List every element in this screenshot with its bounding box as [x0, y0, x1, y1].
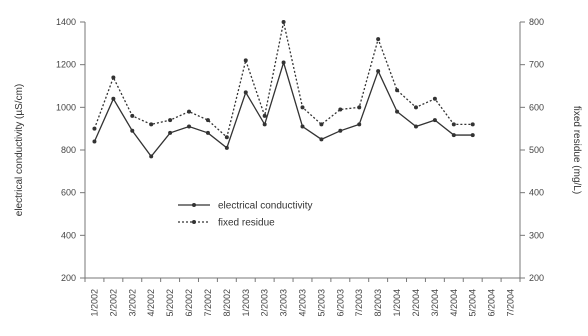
data-point-electrical-conductivity: [243, 90, 248, 95]
x-tick-label: 4/2004: [449, 289, 459, 317]
data-point-fixed-residue: [130, 113, 135, 118]
series-line-fixed-residue: [93, 21, 473, 139]
data-point-fixed-residue: [224, 135, 229, 140]
data-point-electrical-conductivity: [451, 133, 456, 138]
x-tick-label: 4/2003: [298, 289, 308, 317]
y-axis-title-left: electrical conductivity (µS/cm): [14, 84, 25, 216]
y-tick-label-left: 800: [61, 145, 76, 155]
data-point-electrical-conductivity: [168, 130, 173, 135]
data-point-electrical-conductivity: [357, 122, 362, 127]
data-point-fixed-residue: [187, 109, 192, 114]
data-point-fixed-residue: [338, 107, 343, 112]
y-tick-label-left: 1200: [56, 60, 76, 70]
x-tick-label: 2/2004: [411, 289, 421, 317]
data-point-electrical-conductivity: [205, 130, 210, 135]
data-point-fixed-residue: [376, 37, 381, 42]
legend-label-fixed-residue: fixed residue: [218, 218, 275, 229]
x-tick-label: 5/2004: [468, 289, 478, 317]
x-tick-label: 1/2004: [392, 289, 402, 317]
data-point-electrical-conductivity: [111, 96, 116, 101]
data-point-fixed-residue: [470, 122, 475, 127]
axes: 200 400 600 800 1000 1200 1400 200 300 400 500 600 7…: [56, 17, 544, 317]
y-tick-label-right: 700: [529, 60, 544, 70]
data-point-fixed-residue: [357, 105, 362, 110]
data-point-electrical-conductivity: [395, 109, 400, 114]
x-tick-label: 7/2004: [506, 289, 516, 317]
legend-marker-electrical-conductivity: [192, 203, 196, 207]
data-point-electrical-conductivity: [92, 139, 97, 144]
x-tick-label: 5/2002: [165, 289, 175, 317]
data-point-electrical-conductivity: [376, 69, 381, 74]
data-point-fixed-residue: [262, 113, 267, 118]
y-tick-label-right: 600: [529, 102, 544, 112]
x-tick-label: 2/2002: [108, 289, 118, 317]
data-point-electrical-conductivity: [281, 60, 286, 65]
x-tick-label: 3/2003: [279, 289, 289, 317]
x-tick-label: 3/2002: [127, 289, 137, 317]
data-point-fixed-residue: [395, 88, 400, 93]
y-tick-label-right: 400: [529, 188, 544, 198]
y-tick-label-right: 300: [529, 230, 544, 240]
data-point-fixed-residue: [432, 96, 437, 101]
data-point-fixed-residue: [243, 58, 248, 63]
x-tick-label: 4/2002: [146, 289, 156, 317]
x-tick-label: 6/2002: [184, 289, 194, 317]
y-tick-label-left: 400: [61, 230, 76, 240]
y-tick-label-right: 200: [529, 273, 544, 283]
series-line-electrical-conductivity: [93, 60, 473, 158]
y-tick-label-left: 1000: [56, 102, 76, 112]
data-point-electrical-conductivity: [224, 145, 229, 150]
data-point-electrical-conductivity: [413, 124, 418, 129]
data-point-electrical-conductivity: [149, 154, 154, 159]
legend-marker-fixed-residue: [192, 220, 196, 224]
x-tick-label: 5/2003: [316, 289, 326, 317]
y-tick-label-right: 800: [529, 17, 544, 27]
y-axis-title-right: fixed residue (mg/L): [571, 106, 582, 194]
y-tick-label-left: 600: [61, 188, 76, 198]
data-point-electrical-conductivity: [319, 137, 324, 142]
y-tick-label-left: 200: [61, 273, 76, 283]
data-point-fixed-residue: [205, 118, 210, 123]
x-tick-label: 7/2002: [203, 289, 213, 317]
data-point-electrical-conductivity: [338, 128, 343, 133]
data-point-electrical-conductivity: [262, 122, 267, 127]
x-tick-label: 7/2003: [354, 289, 364, 317]
data-point-fixed-residue: [149, 122, 154, 127]
x-tick-label: 8/2002: [222, 289, 232, 317]
legend-label-electrical-conductivity: electrical conductivity: [218, 201, 312, 212]
data-point-fixed-residue: [413, 105, 418, 110]
series-layer: [92, 20, 475, 159]
data-point-electrical-conductivity: [432, 118, 437, 123]
x-tick-label: 6/2003: [335, 289, 345, 317]
data-point-fixed-residue: [300, 105, 305, 110]
data-point-fixed-residue: [319, 122, 324, 127]
legend: electrical conductivity fixed residue: [178, 201, 312, 229]
x-tick-label: 3/2004: [430, 289, 440, 317]
y-tick-label-right: 500: [529, 145, 544, 155]
data-point-fixed-residue: [281, 20, 286, 24]
data-point-electrical-conductivity: [187, 124, 192, 129]
data-point-fixed-residue: [451, 122, 456, 127]
y-tick-label-left: 1400: [56, 17, 76, 27]
x-tick-label: 6/2004: [487, 289, 497, 317]
data-point-fixed-residue: [92, 126, 97, 131]
x-tick-label: 1/2002: [89, 289, 99, 317]
data-point-electrical-conductivity: [130, 128, 135, 133]
data-point-fixed-residue: [111, 75, 116, 80]
data-point-electrical-conductivity: [300, 124, 305, 129]
x-tick-label: 8/2003: [373, 289, 383, 317]
x-tick-label: 1/2003: [241, 289, 251, 317]
x-tick-label: 2/2003: [260, 289, 270, 317]
data-point-electrical-conductivity: [470, 133, 475, 138]
data-point-fixed-residue: [168, 118, 173, 123]
